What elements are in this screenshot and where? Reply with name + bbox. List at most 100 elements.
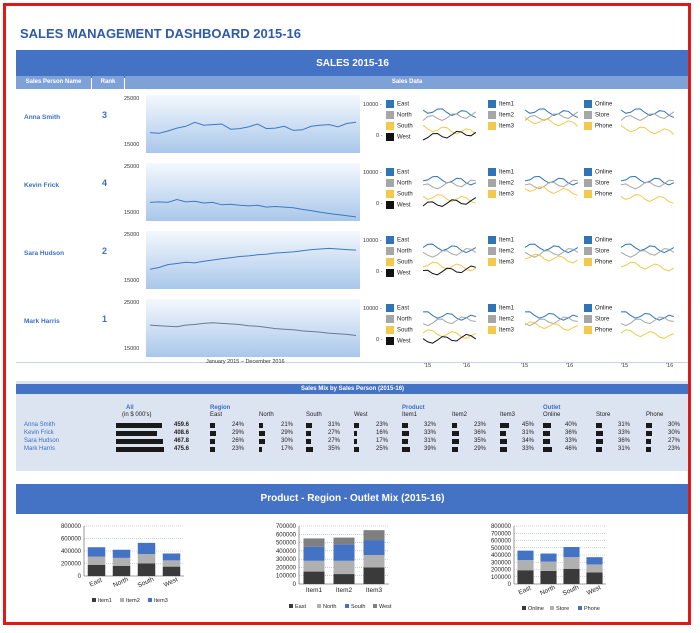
mix-col-header: Item1: [402, 412, 418, 418]
sales-mix-panel: Sales Mix by Sales Person (2015-16) All …: [16, 381, 688, 471]
legend-label: South: [397, 123, 413, 130]
legend-swatch: [488, 179, 496, 187]
mix-share-value: 17%: [376, 438, 389, 444]
person-name[interactable]: Sara Hudson: [24, 250, 65, 257]
bar-segment: [540, 553, 557, 562]
y-tick-label: 0: [78, 574, 82, 580]
legend-label: South: [397, 327, 413, 334]
legend-item-item1: Item1: [488, 304, 514, 312]
mix-person-name[interactable]: Kevin Frick: [24, 430, 54, 436]
legend-swatch: [386, 133, 394, 141]
mix-share-bar: [354, 431, 358, 436]
mix-share-value: 32%: [424, 422, 437, 428]
y-tick-label: 500000: [491, 546, 512, 552]
legend-label: Store: [595, 316, 610, 323]
mini-series-line: [620, 124, 675, 135]
mix-share-bar: [210, 439, 216, 444]
legend-swatch: [488, 100, 496, 108]
legend-label: Phone: [595, 327, 613, 334]
legend-item-south: South: [386, 190, 413, 198]
mix-col-header: Item2: [452, 412, 468, 418]
legend-swatch: [386, 258, 394, 266]
mix-person-name[interactable]: Sara Hudson: [24, 438, 60, 444]
mini-series-line: [422, 130, 477, 141]
mix-total-bar: [116, 431, 157, 436]
legend-swatch: [488, 326, 496, 334]
legend-label: Item3: [499, 259, 515, 266]
mix-total-value: 467.8: [174, 438, 190, 444]
mix-person-name[interactable]: Mark Harris: [24, 446, 55, 452]
legend-swatch: [584, 304, 592, 312]
legend-label: Phone: [584, 606, 600, 612]
legend-label: Store: [595, 112, 610, 119]
mix-share-bar: [259, 447, 263, 452]
mix-share-bar: [306, 423, 313, 428]
legend-item-store: Store: [584, 247, 609, 255]
mini-trend-region: [422, 243, 477, 276]
person-name[interactable]: Mark Harris: [24, 318, 60, 325]
mix-col-header: Item3: [500, 412, 516, 418]
mix-outlet-label: Outlet: [543, 405, 561, 411]
mini-axis-bottom: 0 -: [376, 337, 383, 343]
trend-ytick-max: 25000: [124, 164, 140, 170]
legend-label: West: [397, 134, 411, 141]
legend-label: Item2: [499, 112, 515, 119]
legend-item-item3: Item3: [488, 326, 514, 334]
legend-label: East: [295, 604, 306, 610]
mix-share-bar: [402, 447, 410, 452]
stacked-bar-chart-2: 700000 600000 500000 400000 300000 200000 1000…: [276, 524, 392, 610]
mini-axis-bottom: 0 -: [376, 201, 383, 207]
legend-swatch: [584, 326, 592, 334]
bar-segment: [363, 567, 385, 584]
legend-swatch: [317, 604, 321, 608]
bar-segment: [137, 542, 156, 555]
legend-item-east: East: [386, 100, 409, 108]
mix-col-header: North: [259, 412, 274, 418]
mini-series-line: [524, 111, 579, 121]
person-name[interactable]: Anna Smith: [24, 114, 61, 121]
y-tick-label: 600000: [276, 532, 297, 538]
mini-series-line: [422, 265, 476, 276]
legend-swatch: [488, 258, 496, 266]
legend-swatch: [386, 122, 394, 130]
legend-swatch: [584, 247, 592, 255]
mini-series-line: [524, 179, 578, 190]
mix-person-name[interactable]: Anna Smith: [24, 422, 56, 428]
mini-series-line: [620, 108, 675, 118]
mix-total-bar: [116, 439, 163, 444]
y-tick-label: 600000: [61, 537, 82, 543]
legend-item-item1: Item1: [488, 168, 514, 176]
mini-series-line: [422, 194, 476, 204]
legend-swatch: [345, 604, 349, 608]
trend-ytick-min: 15000: [124, 346, 140, 352]
legend-label: Item1: [499, 169, 515, 176]
legend-item-phone: Phone: [584, 122, 612, 130]
mix-share-bar: [306, 439, 312, 444]
mini-series-line: [422, 248, 477, 258]
legend-label: North: [397, 316, 412, 323]
trend-plot-area: [146, 299, 360, 357]
mix-share-value: 29%: [474, 446, 487, 452]
mix-share-value: 21%: [281, 422, 294, 428]
mix-share-bar: [354, 423, 359, 428]
mini-series-line: [524, 248, 579, 258]
legend-label: Item2: [499, 316, 515, 323]
dashboard-frame: SALES MANAGEMENT DASHBOARD 2015-16 SALES…: [3, 3, 691, 625]
person-name[interactable]: Kevin Frick: [24, 182, 60, 189]
person-rank: 2: [102, 246, 108, 256]
mix-share-value: 35%: [474, 438, 487, 444]
bar-segment: [363, 530, 385, 541]
legend-label: Store: [595, 180, 610, 187]
legend-swatch: [584, 236, 592, 244]
legend-swatch: [584, 315, 592, 323]
legend-swatch: [584, 258, 592, 266]
mini-series-line: [620, 194, 674, 204]
bar-segment: [540, 561, 557, 571]
legend-swatch: [373, 604, 377, 608]
bar-segment: [586, 557, 603, 565]
y-tick-label: 500000: [276, 541, 297, 547]
mini-series-line: [422, 108, 477, 118]
legend-item-south: South: [386, 258, 413, 266]
legend-label: West: [397, 338, 411, 345]
